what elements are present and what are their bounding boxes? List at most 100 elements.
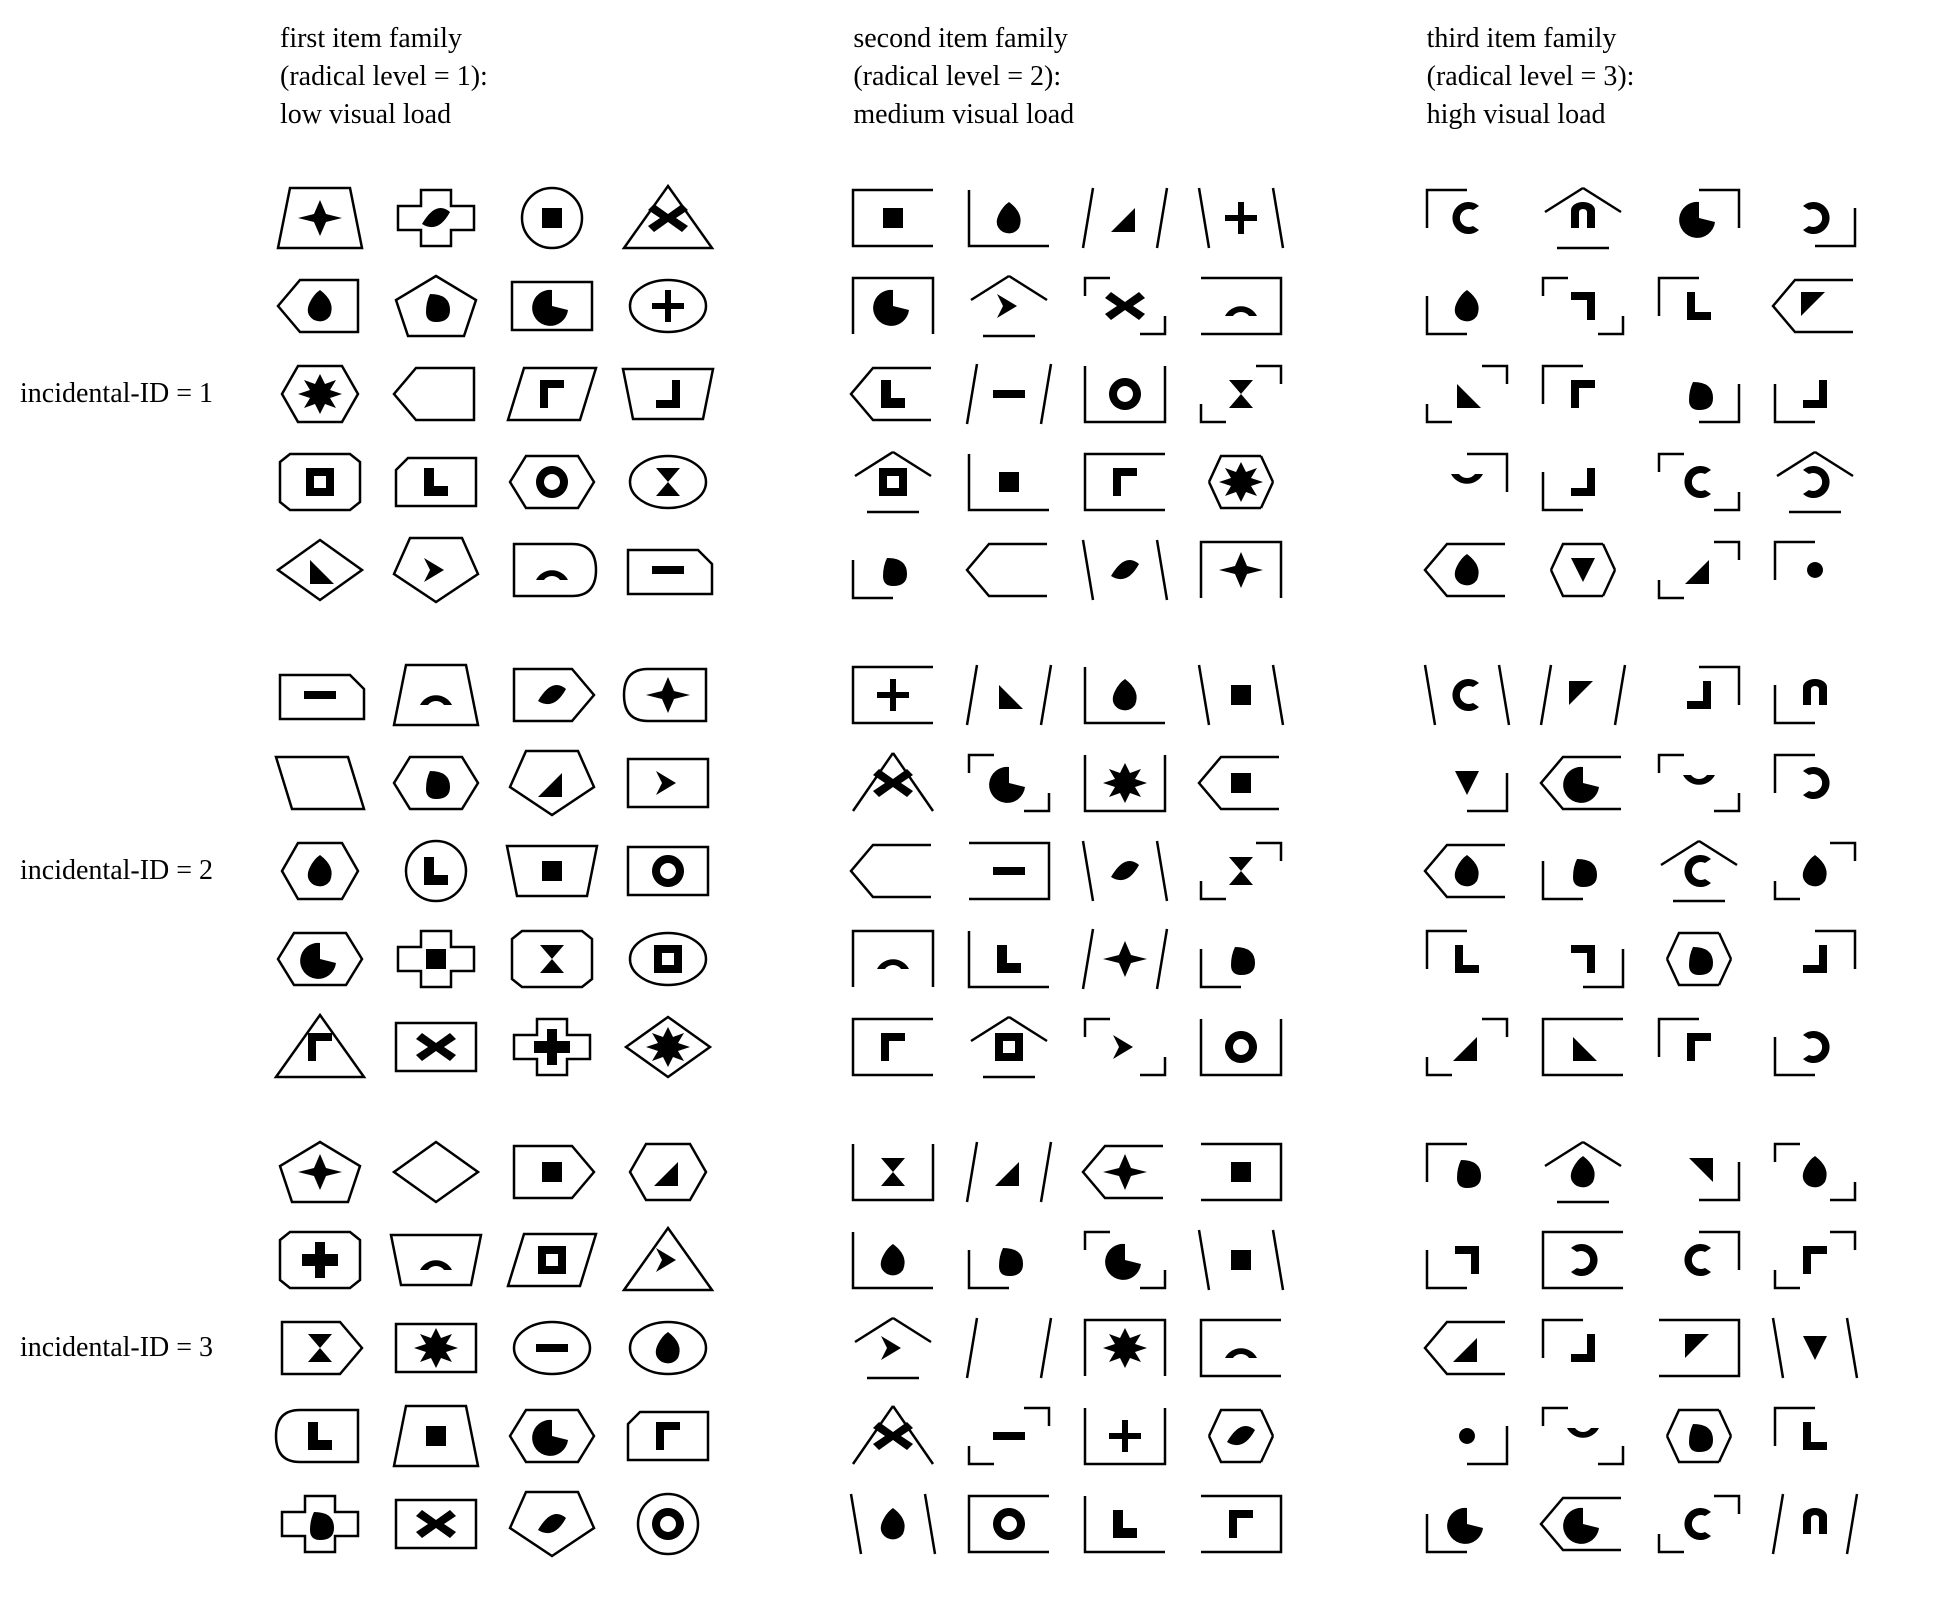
stimulus-cell <box>1765 655 1865 735</box>
stimulus-cell <box>1191 1220 1291 1300</box>
stimulus-cell <box>1075 1220 1175 1300</box>
stimulus-cell <box>618 354 718 434</box>
stimulus-cell <box>1191 442 1291 522</box>
stimulus-cell <box>843 1484 943 1564</box>
stimulus-cell <box>386 1484 486 1564</box>
stimulus-cell <box>386 1396 486 1476</box>
panel-r3c2 <box>843 1132 1356 1564</box>
stimulus-cell <box>1649 1007 1749 1087</box>
stimulus-cell <box>502 1484 602 1564</box>
stimulus-cell <box>618 1308 718 1388</box>
stimulus-cell <box>959 831 1059 911</box>
stimulus-cell <box>1417 1396 1517 1476</box>
stimulus-cell <box>1765 1396 1865 1476</box>
stimulus-cell <box>270 354 370 434</box>
stimulus-cell <box>1765 1132 1865 1212</box>
stimulus-cell <box>1533 1132 1633 1212</box>
stimulus-cell <box>1191 1308 1291 1388</box>
panel-r3c3 <box>1417 1132 1930 1564</box>
stimulus-cell <box>843 354 943 434</box>
stimulus-cell <box>1417 530 1517 610</box>
stimulus-cell <box>386 1132 486 1212</box>
stimulus-cell <box>1649 1132 1749 1212</box>
stimulus-cell <box>386 919 486 999</box>
stimulus-cell <box>959 266 1059 346</box>
stimulus-cell <box>386 266 486 346</box>
stimulus-cell <box>386 178 486 258</box>
stimulus-cell <box>959 1132 1059 1212</box>
stimulus-cell <box>1417 743 1517 823</box>
stimulus-cell <box>1191 1132 1291 1212</box>
stimulus-cell <box>1649 178 1749 258</box>
stimulus-cell <box>1191 1007 1291 1087</box>
stimulus-cell <box>386 442 486 522</box>
stimulus-cell <box>1075 266 1175 346</box>
stimulus-cell <box>959 655 1059 735</box>
stimulus-cell <box>843 1308 943 1388</box>
stimulus-cell <box>1075 1132 1175 1212</box>
stimulus-cell <box>270 442 370 522</box>
row-label-3: incidental-ID = 3 <box>20 1332 210 1364</box>
stimulus-cell <box>502 1007 602 1087</box>
stimulus-cell <box>1191 1396 1291 1476</box>
stimulus-cell <box>502 743 602 823</box>
stimulus-cell <box>1765 1220 1865 1300</box>
stimulus-cell <box>386 354 486 434</box>
stimulus-cell <box>1649 743 1749 823</box>
stimulus-cell <box>1533 530 1633 610</box>
stimulus-cell <box>843 442 943 522</box>
stimulus-cell <box>959 1484 1059 1564</box>
stimulus-cell <box>618 1007 718 1087</box>
stimulus-cell <box>1191 1484 1291 1564</box>
stimulus-cell <box>1075 1007 1175 1087</box>
stimulus-cell <box>1765 178 1865 258</box>
stimulus-cell <box>502 919 602 999</box>
figure-grid: first item family (radical level = 1): l… <box>20 20 1930 1564</box>
stimulus-cell <box>270 1132 370 1212</box>
stimulus-cell <box>386 1308 486 1388</box>
stimulus-cell <box>1533 178 1633 258</box>
stimulus-cell <box>502 1308 602 1388</box>
stimulus-cell <box>1649 266 1749 346</box>
panel-r2c1 <box>270 655 783 1087</box>
stimulus-cell <box>386 743 486 823</box>
stimulus-cell <box>1533 266 1633 346</box>
stimulus-cell <box>1417 655 1517 735</box>
stimulus-cell <box>502 354 602 434</box>
stimulus-cell <box>959 178 1059 258</box>
stimulus-cell <box>270 1308 370 1388</box>
stimulus-cell <box>1765 530 1865 610</box>
stimulus-cell <box>270 655 370 735</box>
stimulus-cell <box>1075 1308 1175 1388</box>
stimulus-cell <box>618 530 718 610</box>
stimulus-cell <box>1191 743 1291 823</box>
stimulus-cell <box>618 1220 718 1300</box>
stimulus-cell <box>1191 530 1291 610</box>
stimulus-cell <box>843 178 943 258</box>
col-header-1: first item family (radical level = 1): l… <box>270 20 783 133</box>
stimulus-cell <box>1765 831 1865 911</box>
stimulus-cell <box>1649 831 1749 911</box>
stimulus-cell <box>1417 1308 1517 1388</box>
stimulus-cell <box>1191 266 1291 346</box>
stimulus-cell <box>270 831 370 911</box>
stimulus-cell <box>618 743 718 823</box>
col-header-2: second item family (radical level = 2): … <box>843 20 1356 133</box>
stimulus-cell <box>1649 442 1749 522</box>
stimulus-cell <box>502 530 602 610</box>
stimulus-cell <box>959 1220 1059 1300</box>
stimulus-cell <box>959 919 1059 999</box>
stimulus-cell <box>386 1007 486 1087</box>
stimulus-cell <box>1649 530 1749 610</box>
stimulus-cell <box>270 1396 370 1476</box>
stimulus-cell <box>386 831 486 911</box>
stimulus-cell <box>270 266 370 346</box>
panel-r2c3 <box>1417 655 1930 1087</box>
stimulus-cell <box>1765 442 1865 522</box>
stimulus-cell <box>959 1396 1059 1476</box>
stimulus-cell <box>1533 1396 1633 1476</box>
stimulus-cell <box>1075 743 1175 823</box>
stimulus-cell <box>1191 831 1291 911</box>
stimulus-cell <box>843 1220 943 1300</box>
stimulus-cell <box>959 530 1059 610</box>
